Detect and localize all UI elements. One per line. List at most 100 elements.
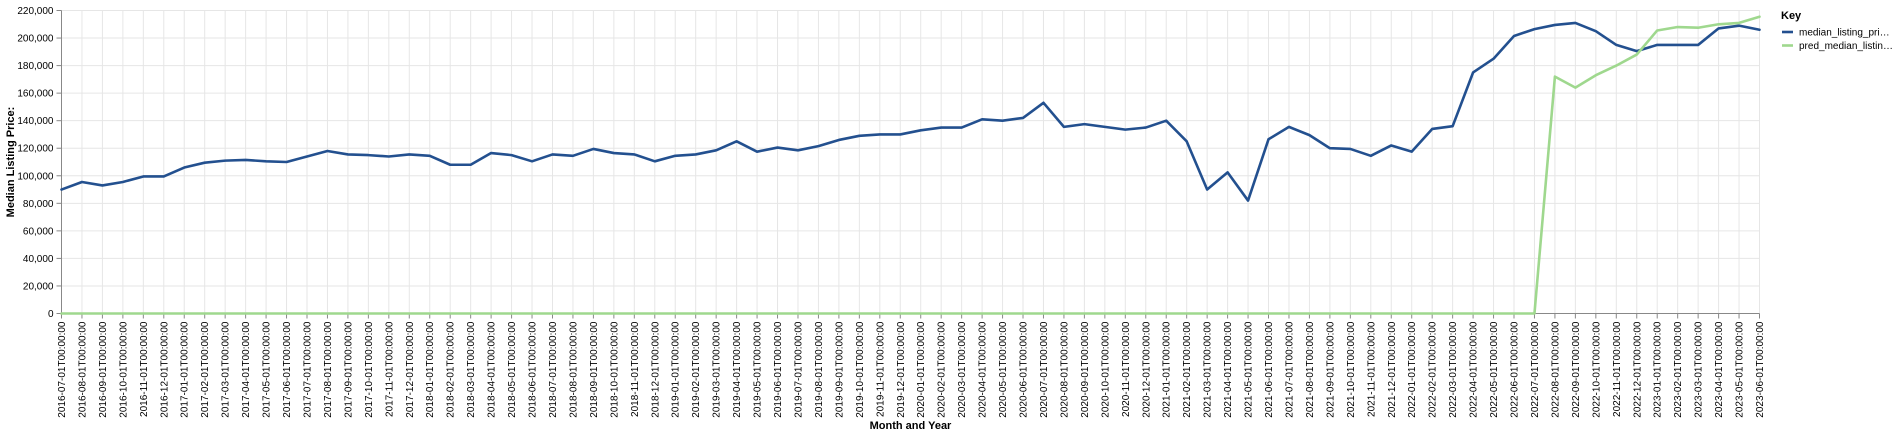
x-tick-label: 2020-11-01T00:00:00 (1121, 321, 1132, 417)
x-tick-label: 2018-02-01T00:00:00 (446, 321, 457, 418)
y-tick-label: 40,000 (23, 254, 54, 265)
x-tick-label: 2018-08-01T00:00:00 (568, 321, 579, 418)
y-tick-label: 140,000 (17, 116, 54, 127)
x-tick-label: 2021-07-01T00:00:00 (1284, 321, 1295, 418)
x-tick-label: 2023-04-01T00:00:00 (1714, 321, 1725, 418)
x-tick-label: 2020-04-01T00:00:00 (978, 321, 989, 418)
x-tick-label: 2021-04-01T00:00:00 (1223, 321, 1234, 418)
x-tick-label: 2016-08-01T00:00:00 (77, 321, 88, 418)
x-tick-label: 2021-06-01T00:00:00 (1264, 321, 1275, 418)
x-tick-label: 2018-05-01T00:00:00 (507, 321, 518, 418)
x-tick-label: 2022-03-01T00:00:00 (1448, 321, 1459, 418)
y-tick-label: 0 (48, 309, 54, 320)
x-tick-label: 2022-09-01T00:00:00 (1571, 321, 1582, 418)
x-tick-label: 2021-12-01T00:00:00 (1387, 321, 1398, 418)
x-tick-label: 2017-04-01T00:00:00 (241, 321, 252, 418)
x-tick-label: 2023-06-01T00:00:00 (1755, 321, 1766, 418)
x-tick-label: 2019-06-01T00:00:00 (773, 321, 784, 418)
gridlines (61, 10, 1760, 314)
series-lines (60, 15, 1761, 315)
x-tick-label: 2019-05-01T00:00:00 (753, 321, 764, 418)
x-tick-label: 2016-07-01T00:00:00 (57, 321, 68, 418)
x-tick-label: 2021-09-01T00:00:00 (1325, 321, 1336, 418)
x-tick-label: 2018-12-01T00:00:00 (650, 321, 661, 418)
x-axis-title: Month and Year (870, 420, 952, 432)
x-tick-label: 2018-06-01T00:00:00 (528, 321, 539, 418)
x-tick-label: 2017-10-01T00:00:00 (364, 321, 375, 418)
legend-title: Key (1781, 10, 1802, 22)
x-tick-label: 2022-06-01T00:00:00 (1510, 321, 1521, 418)
x-tick-label: 2017-03-01T00:00:00 (221, 321, 232, 418)
x-axis: 2016-07-01T00:00:00 2016-08-01T00:00:00 20… (57, 313, 1766, 418)
x-tick-label: 2020-05-01T00:00:00 (998, 321, 1009, 418)
y-tick-label: 80,000 (23, 199, 54, 210)
x-tick-label: 2016-10-01T00:00:00 (118, 321, 129, 418)
x-tick-label: 2022-11-01T00:00:00 (1612, 321, 1623, 417)
y-tick-label: 220,000 (17, 6, 54, 17)
x-tick-label: 2021-03-01T00:00:00 (1203, 321, 1214, 418)
x-tick-label: 2020-06-01T00:00:00 (1019, 321, 1030, 418)
series-line-2 (60, 15, 1761, 315)
x-tick-label: 2019-02-01T00:00:00 (691, 321, 702, 418)
y-tick-label: 160,000 (17, 89, 54, 100)
x-tick-label: 2017-11-01T00:00:00 (384, 321, 395, 417)
x-tick-label: 2019-07-01T00:00:00 (793, 321, 804, 418)
x-tick-label: 2021-11-01T00:00:00 (1366, 321, 1377, 417)
x-tick-label: 2020-03-01T00:00:00 (957, 321, 968, 418)
x-tick-label: 2019-12-01T00:00:00 (896, 321, 907, 418)
y-axis-title: Median Listing Price: (5, 107, 17, 218)
x-tick-label: 2020-02-01T00:00:00 (937, 321, 948, 418)
x-tick-label: 2019-11-01T00:00:00 (875, 321, 886, 417)
x-tick-label: 2018-01-01T00:00:00 (425, 321, 436, 418)
x-tick-label: 2016-12-01T00:00:00 (159, 321, 170, 418)
x-tick-label: 2020-08-01T00:00:00 (1059, 321, 1070, 418)
x-tick-label: 2017-07-01T00:00:00 (302, 321, 313, 418)
x-tick-label: 2019-04-01T00:00:00 (732, 321, 743, 418)
x-tick-label: 2019-08-01T00:00:00 (814, 321, 825, 418)
x-tick-label: 2017-01-01T00:00:00 (180, 321, 191, 418)
x-tick-label: 2016-11-01T00:00:00 (139, 321, 150, 417)
x-tick-label: 2020-10-01T00:00:00 (1100, 321, 1111, 418)
x-tick-label: 2023-01-01T00:00:00 (1653, 321, 1664, 418)
x-tick-label: 2017-09-01T00:00:00 (343, 321, 354, 418)
x-tick-label: 2020-12-01T00:00:00 (1141, 321, 1152, 418)
x-tick-label: 2018-09-01T00:00:00 (589, 321, 600, 418)
x-tick-label: 2023-05-01T00:00:00 (1735, 321, 1746, 418)
x-tick-label: 2020-09-01T00:00:00 (1080, 321, 1091, 418)
x-tick-label: 2019-10-01T00:00:00 (855, 321, 866, 418)
x-tick-label: 2023-03-01T00:00:00 (1694, 321, 1705, 418)
y-tick-label: 200,000 (17, 34, 54, 45)
x-tick-label: 2017-08-01T00:00:00 (323, 321, 334, 418)
x-tick-label: 2018-03-01T00:00:00 (466, 321, 477, 418)
x-tick-label: 2023-02-01T00:00:00 (1673, 321, 1684, 418)
x-tick-label: 2019-09-01T00:00:00 (834, 321, 845, 418)
legend: Key median_listing_pri… pred_median_listi… (1781, 10, 1893, 52)
x-tick-label: 2022-08-01T00:00:00 (1550, 321, 1561, 418)
y-tick-label: 60,000 (23, 226, 54, 237)
legend-label-2: pred_median_listin… (1799, 41, 1893, 52)
x-tick-label: 2021-02-01T00:00:00 (1182, 321, 1193, 418)
x-tick-label: 2017-02-01T00:00:00 (200, 321, 211, 418)
legend-label-1: median_listing_pri… (1799, 28, 1890, 39)
y-tick-label: 180,000 (17, 61, 54, 72)
x-tick-label: 2022-04-01T00:00:00 (1469, 321, 1480, 418)
x-tick-label: 2021-01-01T00:00:00 (1162, 321, 1173, 418)
x-tick-label: 2018-11-01T00:00:00 (630, 321, 641, 417)
x-tick-label: 2019-01-01T00:00:00 (671, 321, 682, 418)
x-tick-label: 2019-03-01T00:00:00 (712, 321, 723, 418)
y-tick-label: 20,000 (23, 281, 54, 292)
x-tick-label: 2017-12-01T00:00:00 (405, 321, 416, 418)
y-axis: 0 20,000 40,000 60,000 80,000 100,000 120,000 1… (17, 6, 62, 320)
x-tick-label: 2018-04-01T00:00:00 (487, 321, 498, 418)
y-tick-label: 100,000 (17, 171, 54, 182)
y-tick-label: 120,000 (17, 144, 54, 155)
x-tick-label: 2018-07-01T00:00:00 (548, 321, 559, 418)
x-tick-label: 2022-07-01T00:00:00 (1530, 321, 1541, 418)
x-tick-label: 2020-01-01T00:00:00 (916, 321, 927, 418)
x-tick-label: 2021-05-01T00:00:00 (1244, 321, 1255, 418)
x-tick-label: 2020-07-01T00:00:00 (1039, 321, 1050, 418)
x-tick-label: 2016-09-01T00:00:00 (98, 321, 109, 418)
x-tick-label: 2022-12-01T00:00:00 (1632, 321, 1643, 418)
series-line-1 (60, 21, 1761, 202)
